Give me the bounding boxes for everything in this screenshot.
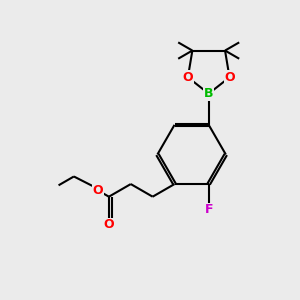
Text: O: O	[183, 71, 193, 84]
Text: O: O	[224, 71, 235, 84]
Text: B: B	[204, 87, 214, 100]
Text: O: O	[103, 218, 114, 231]
Text: O: O	[93, 184, 103, 197]
Text: F: F	[205, 203, 213, 216]
